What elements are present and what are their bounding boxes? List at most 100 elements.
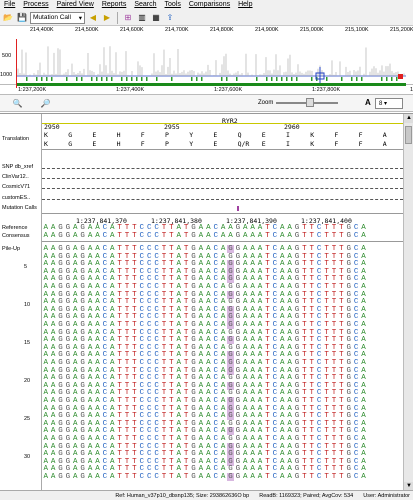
menu-paired-view[interactable]: Paired View bbox=[56, 1, 94, 8]
base: T bbox=[331, 397, 337, 405]
base: A bbox=[243, 343, 248, 352]
base: A bbox=[243, 336, 248, 345]
base: A bbox=[279, 435, 285, 443]
feature-mark bbox=[126, 77, 128, 81]
base: G bbox=[346, 290, 351, 299]
base: C bbox=[139, 298, 145, 307]
menu-tools[interactable]: Tools bbox=[164, 1, 181, 8]
base: A bbox=[43, 328, 48, 337]
base: G bbox=[65, 450, 71, 459]
vertical-scrollbar[interactable]: ▲ ▼ bbox=[403, 114, 413, 491]
base: A bbox=[198, 457, 204, 466]
sequence-view[interactable]: RYR2 2950 2955 2960 K G E H F P Y E Q E I K F F A K G E H F P Y E Q… bbox=[42, 114, 403, 491]
font-size-input[interactable]: 8 ▾ bbox=[375, 98, 403, 109]
base: A bbox=[50, 245, 56, 253]
base: G bbox=[235, 442, 241, 451]
save-icon[interactable]: 💾 bbox=[17, 12, 27, 22]
base: C bbox=[139, 252, 145, 261]
menu-comparisons[interactable]: Comparisons bbox=[188, 1, 231, 8]
base: T bbox=[169, 435, 174, 443]
base: A bbox=[220, 389, 226, 398]
base: G bbox=[294, 381, 300, 390]
base: A bbox=[206, 290, 211, 299]
base: G bbox=[80, 275, 85, 284]
base: T bbox=[117, 381, 122, 390]
base: A bbox=[109, 313, 115, 322]
base: G bbox=[191, 290, 196, 299]
base: C bbox=[272, 435, 278, 443]
base: C bbox=[353, 435, 359, 443]
folder-open-icon[interactable]: 📂 bbox=[3, 12, 13, 22]
grid-icon[interactable]: ▦ bbox=[152, 12, 160, 22]
base: T bbox=[132, 419, 137, 428]
base: C bbox=[272, 442, 278, 451]
base: T bbox=[124, 224, 130, 232]
base: G bbox=[294, 290, 300, 299]
scroll-down-icon[interactable]: ▼ bbox=[404, 482, 413, 491]
menu-file[interactable]: File bbox=[4, 1, 16, 8]
base: C bbox=[102, 404, 108, 413]
base: T bbox=[339, 260, 344, 269]
base: A bbox=[287, 224, 292, 232]
base: C bbox=[102, 359, 108, 367]
base: A bbox=[43, 313, 48, 322]
menu-reports[interactable]: Reports bbox=[101, 1, 127, 8]
base: A bbox=[243, 260, 248, 269]
base: T bbox=[117, 313, 122, 322]
base: A bbox=[287, 366, 292, 375]
base: T bbox=[331, 260, 337, 269]
base: T bbox=[183, 435, 189, 443]
base: A bbox=[109, 450, 115, 459]
base: A bbox=[361, 389, 366, 398]
columns-icon[interactable]: ▥ bbox=[138, 12, 146, 22]
base: A bbox=[95, 305, 100, 314]
base: A bbox=[50, 427, 56, 436]
base: A bbox=[50, 366, 56, 375]
position-tick: 1:238, bbox=[410, 87, 413, 93]
menu-search[interactable]: Search bbox=[134, 1, 157, 8]
back-icon[interactable]: ◀ bbox=[89, 12, 97, 22]
base: T bbox=[117, 442, 122, 451]
base: C bbox=[272, 232, 278, 240]
base: A bbox=[257, 252, 263, 261]
base: G bbox=[226, 397, 235, 405]
base: C bbox=[272, 351, 278, 360]
menu-help[interactable]: Help bbox=[238, 1, 253, 8]
filter-icon[interactable]: ⊞ bbox=[124, 12, 132, 22]
base: T bbox=[161, 442, 167, 451]
base: A bbox=[73, 343, 78, 352]
base: C bbox=[139, 343, 145, 352]
zoom-slider-thumb[interactable] bbox=[306, 98, 314, 107]
base: T bbox=[117, 419, 122, 428]
base: C bbox=[154, 457, 159, 466]
zoom-in-icon[interactable]: 🔍 bbox=[12, 99, 23, 108]
base: T bbox=[302, 404, 307, 413]
base: A bbox=[220, 336, 226, 345]
coverage-overview[interactable] bbox=[16, 36, 406, 91]
base: G bbox=[346, 473, 351, 481]
base: A bbox=[361, 283, 366, 291]
base: C bbox=[102, 465, 108, 474]
base: G bbox=[294, 359, 300, 367]
gene-label: RYR2 bbox=[222, 117, 238, 125]
base: T bbox=[161, 473, 167, 481]
view-select[interactable]: Mutation Call ▾ bbox=[30, 11, 85, 24]
feature-mark bbox=[396, 77, 398, 81]
menu-process[interactable]: Process bbox=[23, 1, 49, 8]
base: A bbox=[250, 275, 255, 284]
base: A bbox=[257, 283, 263, 291]
base: A bbox=[250, 389, 255, 398]
scroll-up-icon[interactable]: ▲ bbox=[404, 114, 413, 123]
export-icon[interactable]: ⇪ bbox=[166, 12, 174, 22]
base: T bbox=[161, 457, 167, 466]
scroll-thumb[interactable] bbox=[405, 126, 412, 144]
overview-panel[interactable]: 500 1000 214,400K 214,500K 214,600K 214,700… bbox=[0, 27, 413, 88]
base: G bbox=[294, 336, 300, 345]
base: G bbox=[226, 290, 235, 299]
base: C bbox=[353, 290, 359, 299]
base: A bbox=[50, 359, 56, 367]
forward-icon[interactable]: ▶ bbox=[103, 12, 111, 22]
base: A bbox=[198, 465, 204, 474]
zoom-out-icon[interactable]: 🔎 bbox=[40, 99, 51, 108]
base: A bbox=[43, 336, 48, 345]
